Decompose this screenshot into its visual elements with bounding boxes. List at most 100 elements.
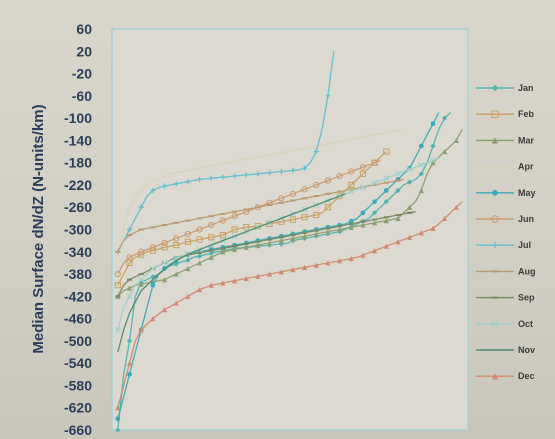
data-point [208, 175, 214, 181]
data-point [383, 188, 389, 193]
data-point [173, 181, 179, 187]
data-point [278, 269, 284, 275]
data-point [196, 260, 203, 266]
data-point [149, 265, 156, 272]
y-tick-label: -580 [64, 377, 92, 393]
data-point [491, 242, 499, 249]
data-point [491, 110, 499, 118]
data-point [219, 231, 226, 239]
data-point [173, 300, 179, 306]
data-point [161, 239, 168, 246]
y-tick-label: -220 [64, 177, 92, 193]
data-point [185, 257, 191, 263]
plot-area [111, 28, 469, 431]
data-point [266, 271, 273, 277]
y-tick-label: 20 [76, 43, 92, 59]
data-point [453, 204, 459, 210]
data-point [429, 157, 437, 164]
data-point [255, 242, 261, 248]
data-point [138, 248, 145, 255]
data-point [359, 164, 367, 171]
data-point [418, 161, 425, 168]
data-point [325, 93, 331, 99]
data-point [395, 215, 401, 221]
data-point [231, 213, 238, 220]
legend-item-sep: Sep [476, 293, 535, 303]
y-tick-label: -60 [72, 88, 92, 104]
data-point [231, 226, 238, 233]
data-point [290, 235, 296, 242]
data-point [348, 168, 355, 175]
data-point [336, 192, 343, 200]
data-point [418, 230, 424, 236]
series-aug [115, 178, 404, 253]
data-point [383, 175, 390, 182]
data-point [127, 371, 132, 377]
data-point [313, 211, 320, 219]
data-point [359, 184, 366, 191]
y-tick-label: -340 [64, 244, 92, 260]
legend-item-jul: Jul [476, 240, 531, 250]
y-tick-label: -460 [64, 311, 92, 327]
data-point [325, 260, 331, 266]
data-point [372, 248, 378, 254]
data-point [348, 224, 354, 230]
data-point [114, 270, 121, 278]
series-dec [115, 201, 463, 411]
y-tick-label: -180 [64, 155, 92, 171]
data-point [150, 316, 156, 322]
legend-label: Jun [518, 214, 534, 224]
data-point [395, 239, 401, 245]
y-tick-label: -100 [64, 110, 92, 126]
data-point [301, 165, 308, 171]
data-point [290, 267, 296, 273]
data-point [418, 171, 424, 177]
series-mar [115, 128, 463, 299]
data-point [161, 259, 168, 266]
data-point [313, 262, 319, 268]
data-point [255, 273, 261, 279]
data-point [324, 204, 332, 211]
data-point [372, 199, 377, 204]
data-point [138, 204, 144, 210]
legend-item-aug: Aug [476, 266, 536, 276]
data-point [372, 210, 378, 216]
y-tick-label: 60 [76, 21, 92, 37]
data-point [492, 189, 498, 196]
legend-label: Jan [518, 83, 534, 93]
data-point [126, 226, 133, 233]
data-point [231, 278, 238, 284]
data-point [360, 210, 366, 216]
data-point [126, 338, 133, 344]
data-point [491, 215, 499, 223]
data-point [360, 252, 366, 258]
legend-item-dec: Dec [476, 371, 535, 381]
legend-item-jan: Jan [476, 83, 534, 93]
data-point [126, 285, 133, 291]
data-point [173, 261, 179, 267]
data-point [395, 187, 401, 194]
data-point [138, 276, 145, 283]
data-point [138, 281, 144, 287]
data-point [196, 253, 203, 259]
data-point [173, 271, 179, 277]
data-point [337, 226, 343, 233]
legend-item-apr: Apr [476, 162, 534, 172]
data-point [185, 179, 191, 185]
data-point [383, 199, 389, 205]
data-point [418, 143, 424, 149]
data-point [231, 246, 238, 253]
data-point [313, 181, 320, 189]
data-point [161, 277, 168, 283]
data-point [196, 236, 203, 243]
data-point [313, 148, 319, 155]
y-tick-label: -620 [64, 400, 92, 416]
data-point [359, 170, 367, 177]
data-point [161, 183, 168, 189]
data-point [371, 179, 378, 186]
data-point [278, 195, 285, 202]
data-point [430, 121, 436, 127]
y-tick-label: -300 [64, 222, 92, 238]
data-point [301, 186, 308, 193]
legend: Jan Feb Mar Apr May Jun Jul Aug Sep Oct Nov Dec [476, 83, 536, 381]
